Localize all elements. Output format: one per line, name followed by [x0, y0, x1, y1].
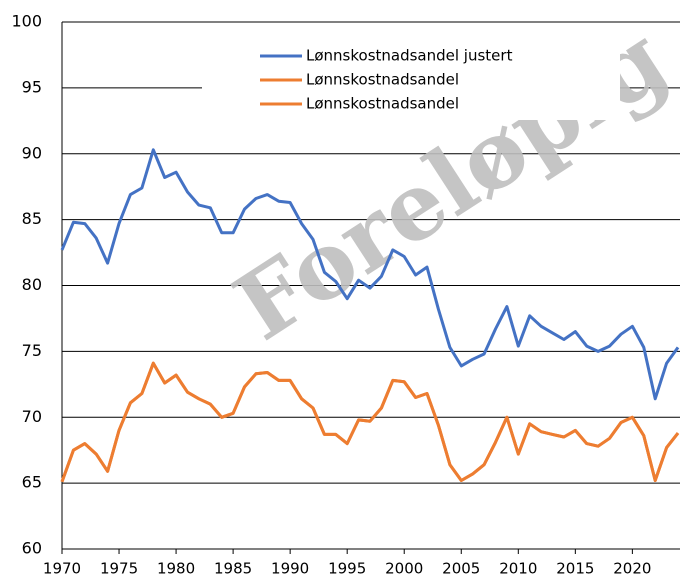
x-tick-label: 1970 [43, 560, 81, 578]
y-tick-label: 80 [22, 275, 42, 294]
x-tick-label: 2005 [442, 560, 480, 578]
legend-label: Lønnskostnadsandel justert [306, 47, 513, 65]
line-series [60, 361, 680, 483]
x-tick-label: 1985 [214, 560, 252, 578]
y-tick-label: 90 [22, 143, 42, 162]
y-tick-label: 75 [22, 341, 42, 360]
y-tick-label: 100 [11, 12, 42, 31]
line-series [60, 148, 680, 401]
x-tick-label: 2000 [385, 560, 423, 578]
x-tick-label: 1995 [328, 560, 366, 578]
x-tick-label: 1975 [100, 560, 138, 578]
y-tick-label: 85 [22, 209, 42, 228]
y-tick-label: 70 [22, 407, 42, 426]
x-tick-label: 2010 [499, 560, 537, 578]
x-tick-label: 2020 [613, 560, 651, 578]
x-tick-label: 1980 [157, 560, 195, 578]
x-tick-label: 1990 [271, 560, 309, 578]
y-tick-label: 65 [22, 473, 42, 492]
legend-label: Lønnskostnadsandel [306, 71, 459, 89]
x-tick-label: 2015 [556, 560, 594, 578]
y-tick-label: 60 [22, 539, 42, 558]
legend-label: Lønnskostnadsandel [306, 95, 459, 113]
y-tick-label: 95 [22, 77, 42, 96]
